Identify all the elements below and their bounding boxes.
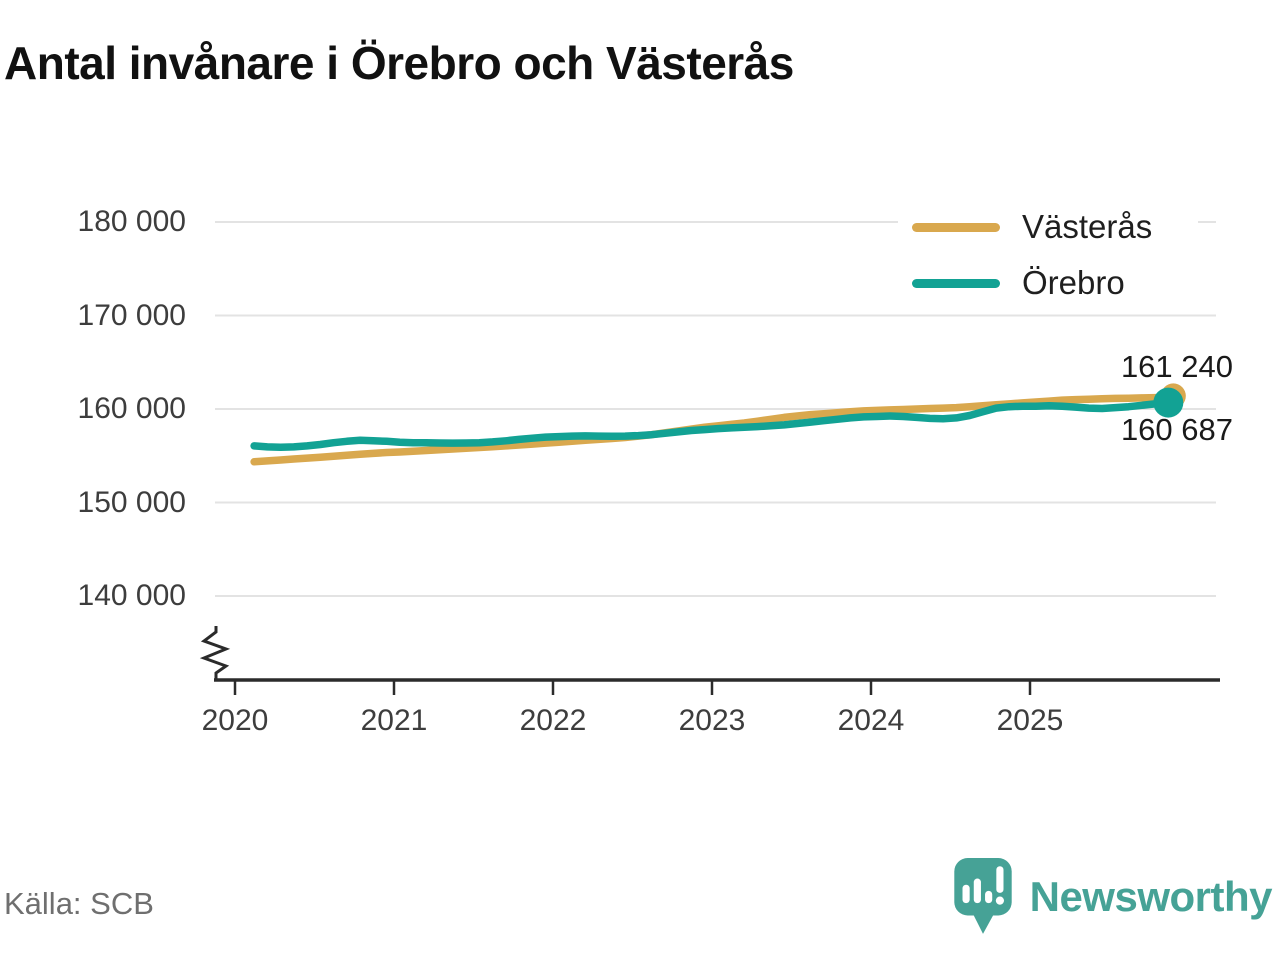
- legend-label-vasteras: Västerås: [1022, 208, 1153, 245]
- newsworthy-wordmark: Newsworthy: [1029, 873, 1273, 920]
- vasteras-end-value-label: 161 240: [1120, 349, 1233, 384]
- vasteras-line-swatch: [912, 222, 1000, 232]
- chart-title: Antal invånare i Örebro och Västerås: [4, 37, 794, 89]
- series-line-örebro: [250, 398, 1173, 452]
- x-tick-label: 2023: [678, 704, 746, 737]
- y-axis-break-icon: [199, 626, 231, 680]
- legend-item-vasteras: Västerås: [898, 202, 1198, 252]
- branding: Newsworthy: [952, 856, 1273, 938]
- orebro-end-dot: [1153, 387, 1184, 418]
- y-tick-label: 170 000: [77, 298, 186, 332]
- orebro-end-value-label: 160 687: [1120, 412, 1233, 447]
- legend: Västerås Örebro: [898, 200, 1198, 310]
- x-tick-label: 2022: [519, 704, 587, 737]
- orebro-line-swatch: [912, 278, 1000, 288]
- newsworthy-logo-icon: [953, 858, 1012, 934]
- y-tick-label: 150 000: [77, 485, 186, 519]
- y-tick-label: 140 000: [77, 579, 186, 612]
- legend-label-orebro: Örebro: [1022, 264, 1125, 301]
- source-note: Källa: SCB: [4, 886, 154, 921]
- y-tick-label: 160 000: [77, 392, 186, 425]
- y-tick-label: 180 000: [77, 205, 186, 238]
- x-tick-label: 2020: [201, 704, 269, 737]
- x-tick-label: 2024: [837, 704, 905, 737]
- x-tick-label: 2021: [360, 704, 428, 737]
- x-tick-label: 2025: [996, 704, 1064, 737]
- legend-item-orebro: Örebro: [898, 258, 1198, 308]
